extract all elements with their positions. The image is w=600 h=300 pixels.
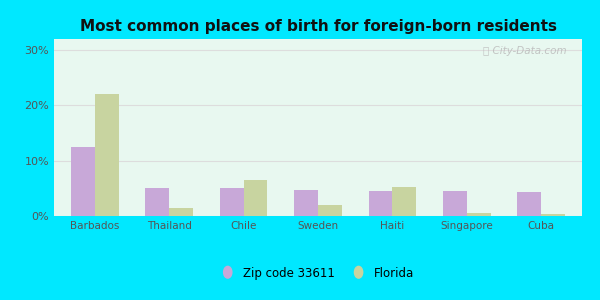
Bar [541,214,565,216]
Title: Most common places of birth for foreign-born residents: Most common places of birth for foreign-… [79,19,557,34]
Bar [95,94,119,216]
Text: ⓘ City-Data.com: ⓘ City-Data.com [482,46,566,56]
Legend: Zip code 33611, Florida: Zip code 33611, Florida [217,262,419,284]
Bar [220,188,244,216]
Bar [294,190,318,216]
Bar [145,188,169,216]
Bar [467,213,491,216]
Bar [244,180,268,216]
Bar [318,205,342,216]
Bar [169,208,193,216]
Bar [392,187,416,216]
Bar [443,191,467,216]
Bar [71,147,95,216]
Bar [368,190,392,216]
Bar [517,192,541,216]
